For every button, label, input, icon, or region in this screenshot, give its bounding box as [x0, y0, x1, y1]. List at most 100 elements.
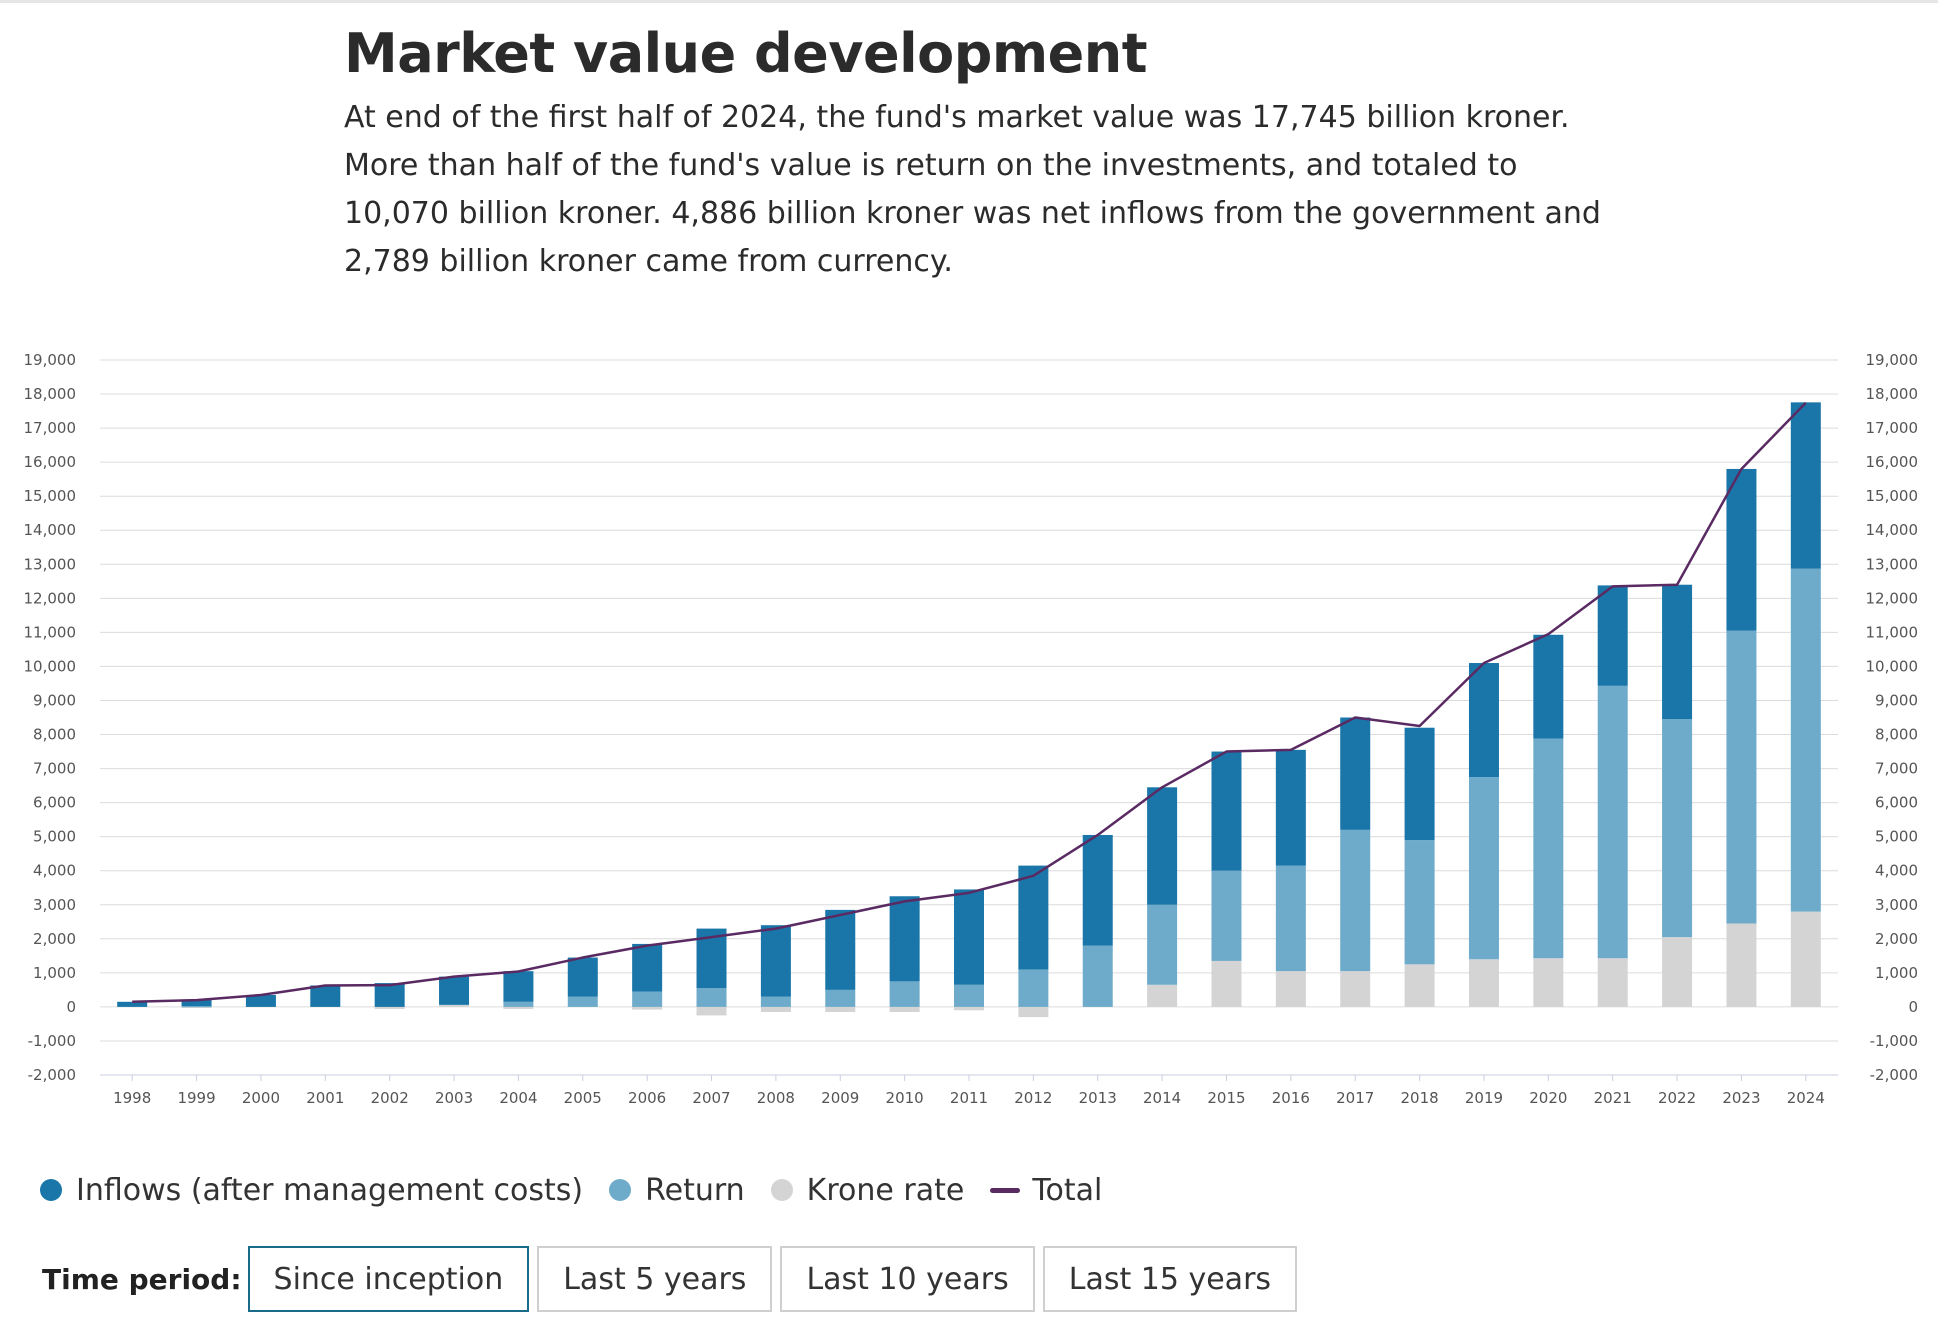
x-tick-label: 2010 — [886, 1089, 924, 1107]
bar-segment — [181, 999, 212, 1007]
y-tick-label-right: 17,000 — [1866, 419, 1919, 437]
y-tick-label-left: -1,000 — [28, 1032, 76, 1050]
x-tick-label: 2017 — [1336, 1089, 1374, 1107]
bar-segment — [1662, 584, 1693, 720]
bar-segment — [1211, 751, 1242, 871]
y-tick-label-left: 13,000 — [24, 555, 77, 573]
chart-legend: Inflows (after management costs) Return … — [40, 1168, 1128, 1212]
bar-segment — [1533, 738, 1564, 959]
x-tick-label: 2000 — [242, 1089, 280, 1107]
y-tick-label-left: 10,000 — [24, 657, 77, 675]
bar-segment — [760, 925, 791, 997]
legend-label-inflows: Inflows (after management costs) — [76, 1172, 584, 1208]
x-tick-label: 2018 — [1400, 1089, 1438, 1107]
y-tick-label-right: 8,000 — [1875, 726, 1918, 744]
y-tick-label-right: 19,000 — [1866, 351, 1919, 369]
legend-item-total[interactable]: Total — [990, 1173, 1102, 1208]
y-tick-label-right: -2,000 — [1870, 1066, 1918, 1084]
bar-segment — [632, 943, 663, 992]
x-tick-label: 2021 — [1594, 1089, 1632, 1107]
y-tick-label-left: 16,000 — [24, 453, 77, 471]
y-tick-label-right: -1,000 — [1870, 1032, 1918, 1050]
x-tick-label: 2001 — [306, 1089, 344, 1107]
bar-segment — [374, 1006, 405, 1009]
bar-segment — [1404, 964, 1435, 1007]
last-5-years-button[interactable]: Last 5 years — [537, 1246, 773, 1312]
bar-segment — [1597, 958, 1628, 1007]
total-line — [132, 401, 1807, 1004]
bar-segment — [954, 889, 984, 985]
x-tick-label: 2020 — [1529, 1089, 1567, 1107]
bar-segment — [567, 996, 598, 1007]
y-tick-label-left: 15,000 — [24, 487, 77, 505]
x-tick-label: 2012 — [1014, 1089, 1052, 1107]
x-tick-label: 2005 — [564, 1089, 602, 1107]
y-tick-label-left: 0 — [66, 998, 76, 1016]
x-tick-label: 2019 — [1465, 1089, 1503, 1107]
y-tick-label-right: 7,000 — [1875, 760, 1918, 778]
bar-segment — [1597, 585, 1628, 686]
time-period-selector: Time period: Since inception Last 5 year… — [42, 1246, 1305, 1312]
bar-segment — [954, 984, 984, 1007]
y-tick-label-left: 7,000 — [33, 760, 76, 778]
y-tick-label-left: 14,000 — [24, 521, 77, 539]
bar-segment — [1726, 630, 1757, 924]
bar-segment — [825, 909, 856, 990]
bar-segment — [1147, 787, 1178, 905]
return-dot-icon — [609, 1179, 632, 1201]
time-period-label: Time period: — [42, 1262, 242, 1296]
bar-segment — [1662, 937, 1693, 1007]
x-tick-label: 2013 — [1079, 1089, 1117, 1107]
legend-item-krone[interactable]: Krone rate — [770, 1172, 965, 1208]
legend-item-inflows[interactable]: Inflows (after management costs) — [40, 1173, 583, 1208]
bar-segment — [1018, 865, 1049, 970]
y-tick-label-left: 1,000 — [33, 964, 76, 982]
y-tick-label-left: 8,000 — [33, 726, 76, 744]
bar-segment — [503, 1001, 534, 1007]
y-tick-label-right: 14,000 — [1866, 521, 1919, 539]
total-line-icon — [990, 1187, 1021, 1193]
x-tick-label: 2009 — [821, 1089, 859, 1107]
y-tick-label-left: 18,000 — [24, 385, 77, 403]
x-tick-label: 2006 — [628, 1089, 666, 1107]
y-tick-label-right: 10,000 — [1866, 657, 1919, 675]
legend-label-return: Return — [645, 1172, 745, 1208]
legend-label-krone: Krone rate — [806, 1172, 965, 1208]
y-tick-label-left: 9,000 — [33, 691, 76, 709]
x-tick-label: 2015 — [1207, 1089, 1245, 1107]
page-title: Market value development — [344, 22, 1148, 85]
bar-segment — [1018, 1006, 1049, 1018]
bar-segment — [1662, 719, 1693, 938]
y-tick-label-left: 11,000 — [24, 623, 77, 641]
last-15-years-button[interactable]: Last 15 years — [1042, 1246, 1298, 1312]
bar-segment — [439, 976, 470, 1005]
bar-segment — [696, 988, 727, 1007]
bar-segment — [503, 971, 534, 1002]
bar-segment — [889, 1006, 920, 1013]
bar-segment — [1340, 717, 1371, 830]
bar-segment — [1468, 777, 1499, 960]
y-tick-label-left: 5,000 — [33, 828, 76, 846]
bar-segment — [1790, 402, 1821, 569]
y-tick-label-left: 4,000 — [33, 862, 76, 880]
since-inception-button[interactable]: Since inception — [247, 1246, 530, 1312]
bar-segment — [117, 1001, 148, 1007]
bar-segment — [1404, 727, 1435, 841]
intro-text: At end of the first half of 2024, the fu… — [344, 100, 1601, 279]
last-10-years-button[interactable]: Last 10 years — [780, 1246, 1035, 1312]
bar-segment — [1340, 971, 1371, 1007]
bar-segment — [245, 994, 276, 1007]
market-value-chart: -2,000 -2,000 -1,000 -1,000 0 0 1,000 1,000 2,00… — [24, 351, 1919, 1107]
y-tick-label-left: 2,000 — [33, 930, 76, 948]
x-tick-label: 2022 — [1658, 1089, 1696, 1107]
bar-segment — [696, 1006, 727, 1016]
krone-dot-icon — [770, 1179, 793, 1201]
bar-segment — [1533, 958, 1564, 1007]
y-tick-label-left: 12,000 — [24, 589, 77, 607]
bar-segment — [1597, 685, 1628, 959]
y-tick-label-left: 19,000 — [24, 351, 77, 369]
legend-item-return[interactable]: Return — [609, 1173, 745, 1208]
bar-segment — [1211, 960, 1242, 1007]
bar-segment — [954, 1006, 984, 1011]
bar-segment — [181, 1006, 212, 1008]
